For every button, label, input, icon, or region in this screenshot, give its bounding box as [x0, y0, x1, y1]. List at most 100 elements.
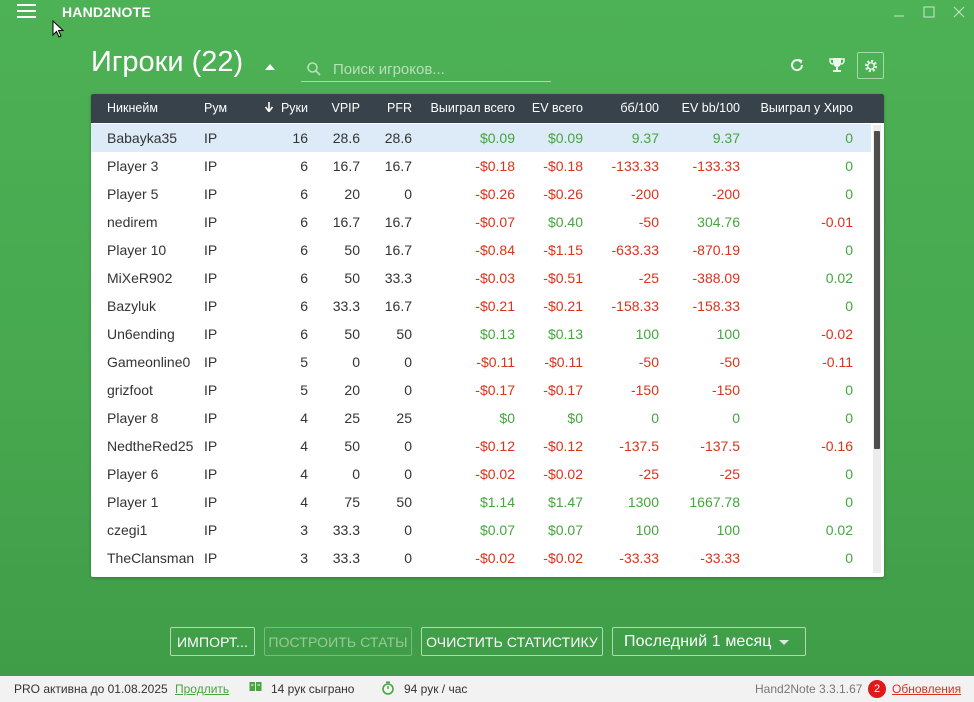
cell-hero: 0	[845, 382, 853, 398]
renew-link[interactable]: Продлить	[175, 682, 230, 696]
table-row[interactable]: Player 5 IP 6 20 0 -$0.26 -$0.26 -200 -200 0	[91, 180, 871, 208]
search-input[interactable]	[333, 58, 543, 80]
cell-pfr: 0	[404, 186, 412, 202]
cell-hands: 5	[300, 354, 308, 370]
column-header-won-vs-hero[interactable]: Выиграл у Хиро	[760, 101, 853, 115]
cell-vpip: 50	[344, 438, 360, 454]
cell-evbb: 9.37	[712, 130, 740, 146]
stopwatch-icon	[381, 681, 395, 698]
cell-vpip: 50	[344, 242, 360, 258]
cell-evbb: 100	[716, 326, 740, 342]
cell-ev: $1.47	[547, 494, 583, 510]
cell-hero: 0	[845, 298, 853, 314]
cell-vpip: 50	[344, 270, 360, 286]
table-row[interactable]: grizfoot IP 5 20 0 -$0.17 -$0.17 -150 -150 0	[91, 376, 871, 404]
table-row[interactable]: Player 6 IP 4 0 0 -$0.02 -$0.02 -25 -25 0	[91, 460, 871, 488]
cell-nick: Player 5	[107, 186, 159, 202]
cell-ev: -$0.12	[543, 438, 583, 454]
import-button[interactable]: ИМПОРТ...	[170, 627, 255, 656]
cell-nick: Bazyluk	[107, 298, 157, 314]
column-header-bb100[interactable]: бб/100	[620, 101, 659, 115]
clear-stats-button[interactable]: ОЧИСТИТЬ СТАТИСТИКУ	[421, 627, 603, 656]
cell-bb: 0	[651, 410, 659, 426]
cell-nick: Player 3	[107, 158, 159, 174]
refresh-icon[interactable]	[784, 52, 810, 78]
column-header-nickname[interactable]: Никнейм	[107, 101, 158, 115]
period-dropdown[interactable]: Последний 1 месяц	[612, 627, 806, 656]
table-row[interactable]: Gameonline0 IP 5 0 0 -$0.11 -$0.11 -50 -50 -0.11	[91, 348, 871, 376]
table-row[interactable]: Babayka35 IP 16 28.6 28.6 $0.09 $0.09 9.37 9.37 0	[91, 124, 871, 152]
column-header-ev-total[interactable]: EV всего	[531, 101, 583, 115]
cell-evbb: 304.76	[697, 214, 740, 230]
cell-ev: $0	[567, 410, 583, 426]
cell-vpip: 0	[352, 354, 360, 370]
cell-bb: -25	[638, 270, 659, 286]
table-row[interactable]: czegi1 IP 3 33.3 0 $0.07 $0.07 100 100 0.02	[91, 516, 871, 544]
cell-nick: Player 6	[107, 466, 159, 482]
menu-icon[interactable]	[17, 4, 36, 18]
pro-status-text: PRO активна до 01.08.2025	[14, 682, 168, 696]
cell-vpip: 16.7	[332, 158, 360, 174]
cell-won: -$0.12	[475, 438, 515, 454]
minimize-icon[interactable]	[884, 0, 914, 24]
column-header-won-total[interactable]: Выиграл всего	[430, 101, 515, 115]
cell-evbb: -133.33	[692, 158, 740, 174]
maximize-icon[interactable]	[914, 0, 944, 24]
cell-hero: 0	[845, 410, 853, 426]
cell-pfr: 0	[404, 438, 412, 454]
cell-won: -$0.17	[475, 382, 515, 398]
cell-vpip: 0	[352, 466, 360, 482]
column-header-room[interactable]: Рум	[204, 101, 228, 115]
cell-hands: 6	[300, 270, 308, 286]
column-header-ev-bb100[interactable]: EV bb/100	[681, 101, 740, 115]
cell-pfr: 50	[396, 326, 412, 342]
period-dropdown-label: Последний 1 месяц	[624, 632, 772, 650]
caret-up-icon[interactable]	[265, 64, 275, 70]
table-row[interactable]: Un6ending IP 6 50 50 $0.13 $0.13 100 100 -0.02	[91, 320, 871, 348]
cell-hands: 4	[300, 494, 308, 510]
cell-pfr: 16.7	[384, 214, 412, 230]
updates-link[interactable]: Обновления	[892, 682, 962, 696]
cell-evbb: -150	[711, 382, 740, 398]
gear-icon[interactable]	[857, 52, 884, 79]
cell-room: IP	[204, 158, 218, 174]
cell-hands: 3	[300, 550, 308, 566]
table-row[interactable]: NedtheRed25 IP 4 50 0 -$0.12 -$0.12 -137.5 -137.…	[91, 432, 871, 460]
table-row[interactable]: Player 8 IP 4 25 25 $0 $0 0 0 0	[91, 404, 871, 432]
table-row[interactable]: Player 1 IP 4 75 50 $1.14 $1.47 1300 1667.78 0	[91, 488, 871, 516]
scrollbar-thumb[interactable]	[874, 131, 880, 449]
cell-won: -$0.02	[475, 550, 515, 566]
cell-hands: 4	[300, 410, 308, 426]
cell-bb: -33.33	[619, 550, 659, 566]
players-table: Никнейм Рум Руки VPIP PFR Выиграл всего …	[91, 94, 884, 577]
cell-evbb: 1667.78	[689, 494, 740, 510]
cell-pfr: 16.7	[384, 158, 412, 174]
trophy-icon[interactable]	[824, 52, 850, 78]
cell-room: IP	[204, 494, 218, 510]
table-body: Babayka35 IP 16 28.6 28.6 $0.09 $0.09 9.37 9.37 0…	[91, 124, 871, 572]
table-row[interactable]: Player 10 IP 6 50 16.7 -$0.84 -$1.15 -633.33 -87…	[91, 236, 871, 264]
mouse-cursor-icon	[52, 20, 64, 38]
cell-hands: 4	[300, 438, 308, 454]
cell-pfr: 0	[404, 522, 412, 538]
build-stats-button[interactable]: ПОСТРОИТЬ СТАТЫ	[264, 627, 412, 656]
table-row[interactable]: Bazyluk IP 6 33.3 16.7 -$0.21 -$0.21 -158.33 -15…	[91, 292, 871, 320]
close-icon[interactable]	[944, 0, 974, 24]
cell-pfr: 50	[396, 494, 412, 510]
cell-bb: -633.33	[611, 242, 659, 258]
vertical-scrollbar[interactable]	[873, 125, 881, 573]
column-header-vpip[interactable]: VPIP	[331, 101, 361, 115]
cell-room: IP	[204, 550, 218, 566]
cell-won: $0.13	[479, 326, 515, 342]
cell-vpip: 20	[344, 186, 360, 202]
table-row[interactable]: Player 3 IP 6 16.7 16.7 -$0.18 -$0.18 -133.33 -1…	[91, 152, 871, 180]
cell-evbb: -33.33	[700, 550, 740, 566]
table-row[interactable]: nedirem IP 6 16.7 16.7 -$0.07 $0.40 -50 304.76 -0…	[91, 208, 871, 236]
table-row[interactable]: TheClansman IP 3 33.3 0 -$0.02 -$0.02 -33.33 -33…	[91, 544, 871, 572]
cell-bb: -133.33	[611, 158, 659, 174]
cell-pfr: 25	[396, 410, 412, 426]
column-header-hands[interactable]: Руки	[244, 94, 308, 123]
table-row[interactable]: MiXeR902 IP 6 50 33.3 -$0.03 -$0.51 -25 -388.09 0…	[91, 264, 871, 292]
column-header-pfr[interactable]: PFR	[387, 101, 412, 115]
cell-bb: -137.5	[619, 438, 659, 454]
